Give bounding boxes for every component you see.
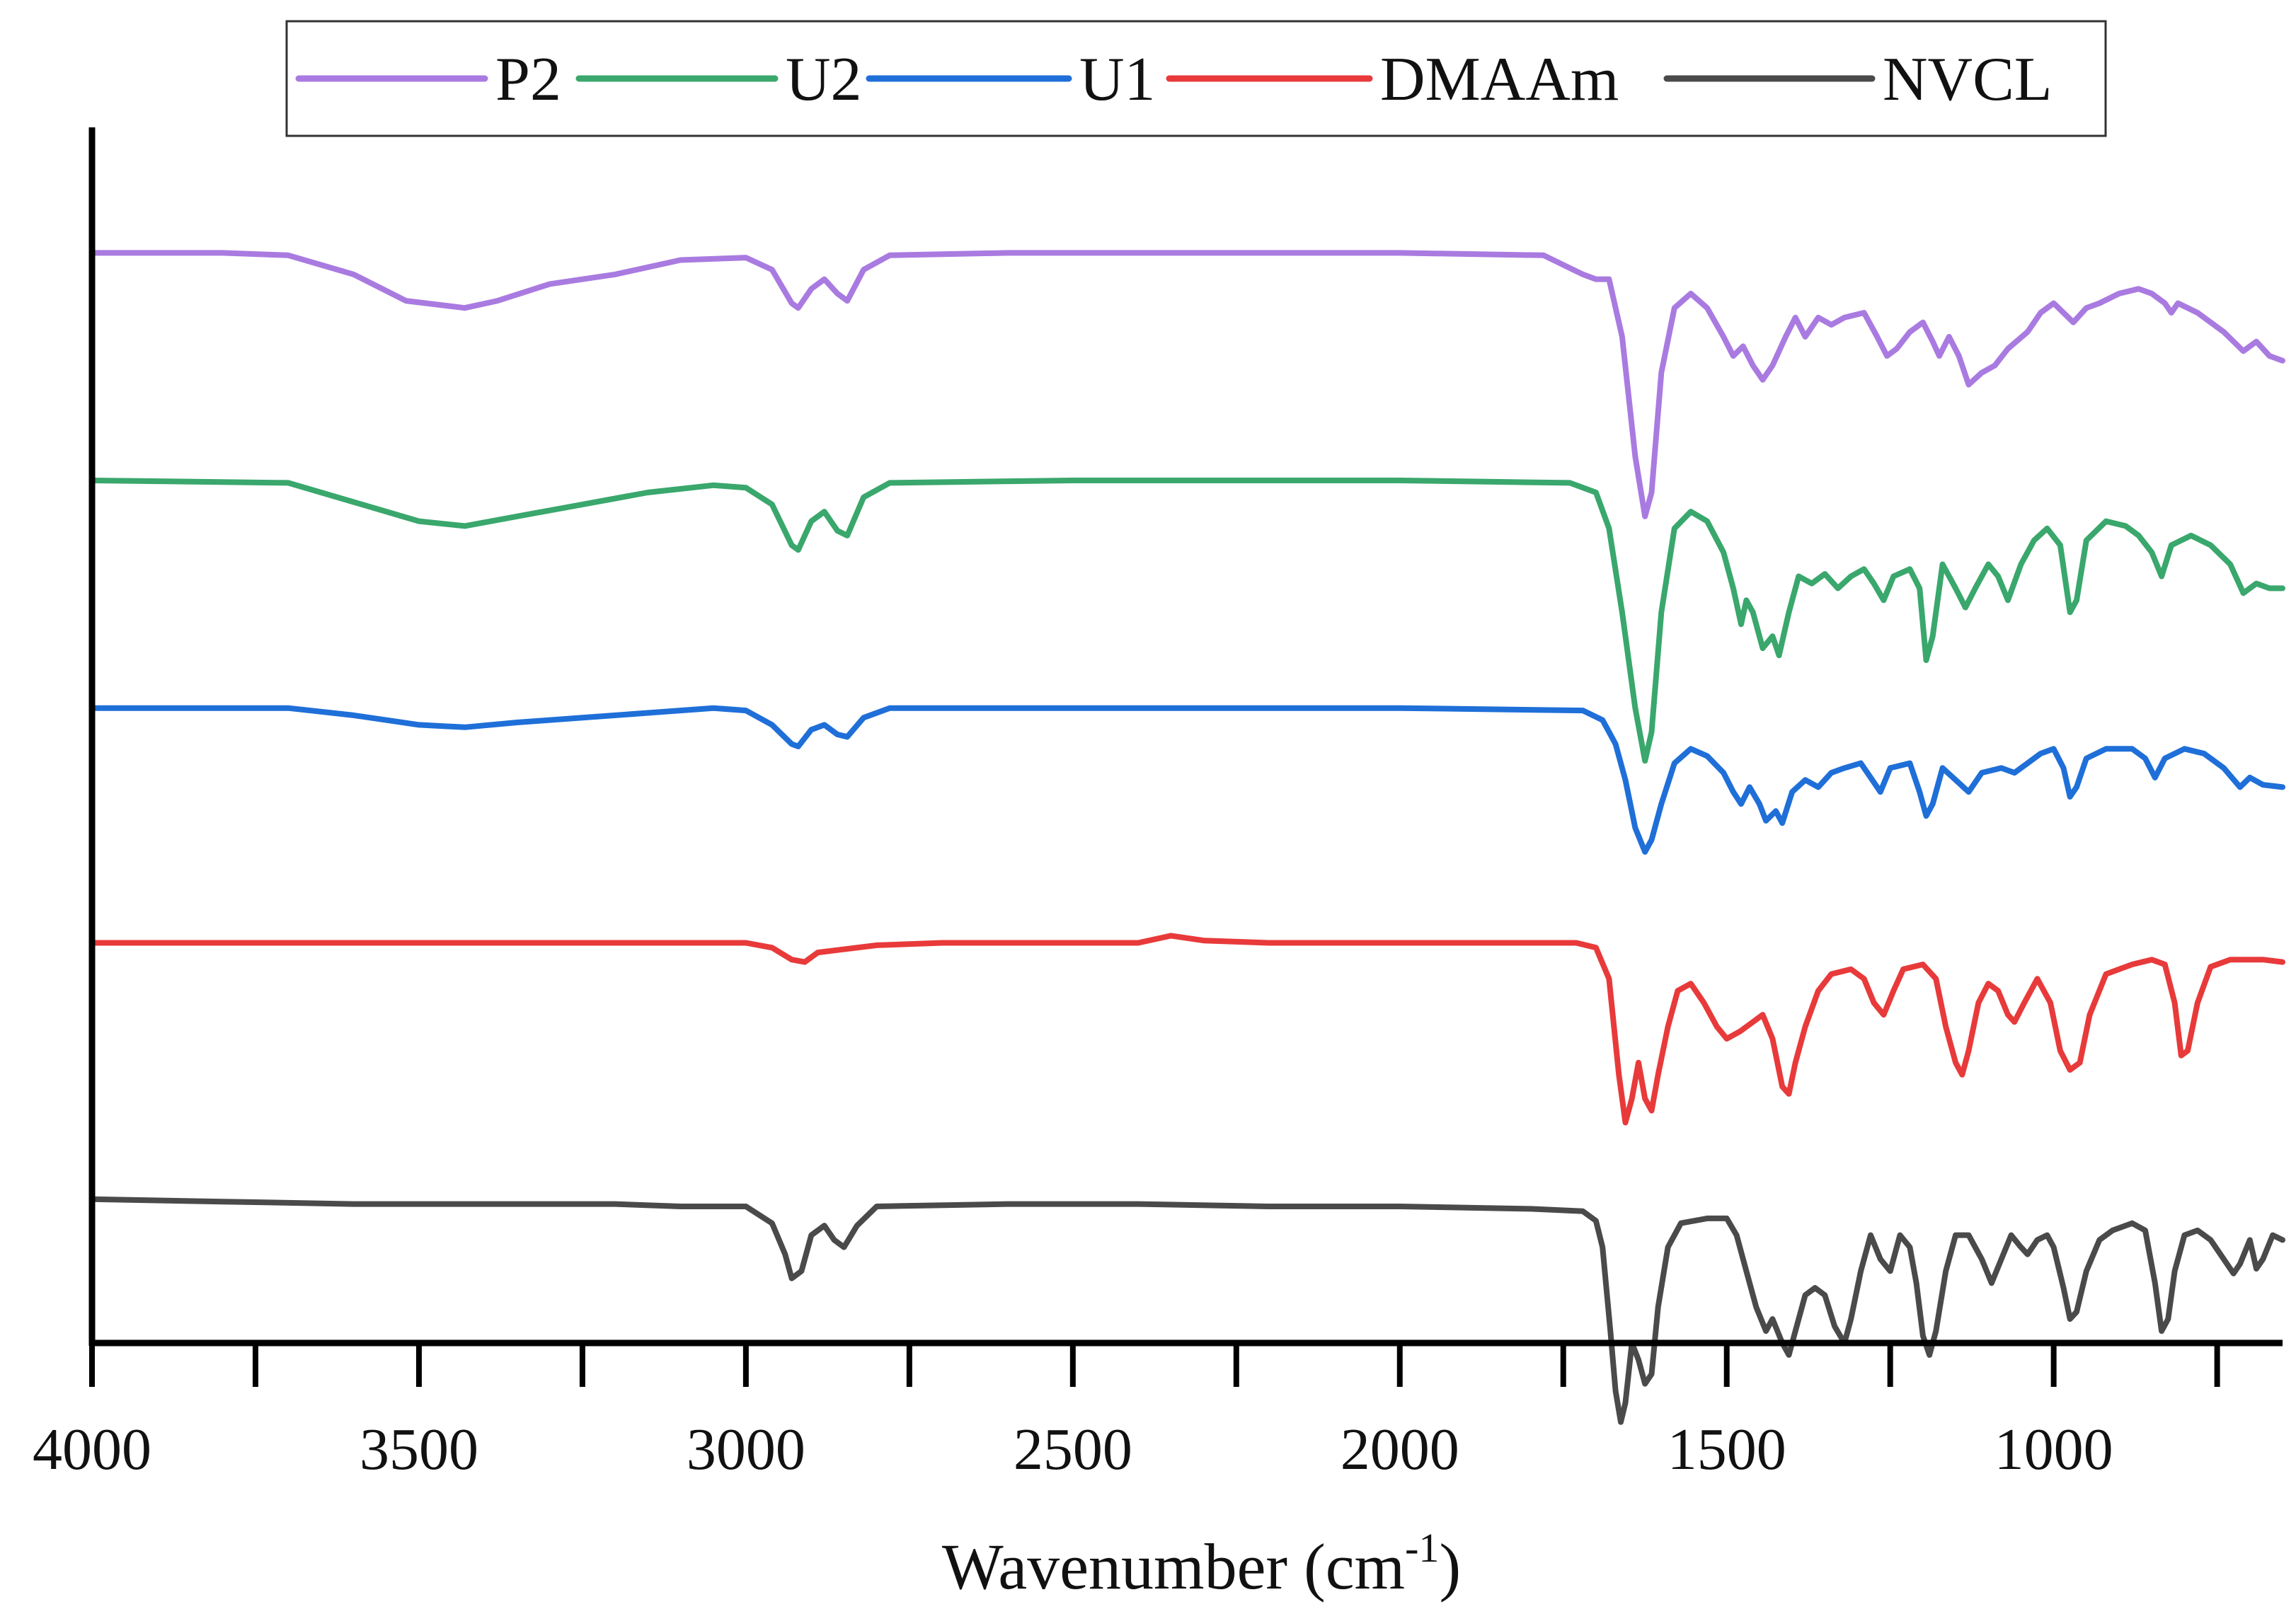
axes: [88, 127, 2283, 1387]
series-line-dmaam: [89, 933, 2285, 1126]
x-tick-label-2000: 2000: [1341, 1417, 1459, 1482]
series-line-p2: [89, 250, 2285, 519]
x-axis-title-main: Wavenumber (cm: [942, 1531, 1405, 1603]
legend-label-dmaam: DMAAm: [1380, 45, 1619, 114]
legend-label-u2: U2: [786, 45, 862, 114]
legend: P2 U2 U1 DMAAm NVCL: [285, 20, 2107, 137]
x-axis-title-sup: -1: [1405, 1525, 1439, 1571]
plot-series: [89, 250, 2285, 1425]
x-tick-label-2500: 2500: [1014, 1417, 1132, 1482]
series-line-nvcl: [89, 1196, 2285, 1425]
legend-label-nvcl: NVCL: [1883, 45, 2053, 114]
x-tick-label-1000: 1000: [1994, 1417, 2113, 1482]
x-tick-label-1500: 1500: [1668, 1417, 1786, 1482]
x-tick-labels: 4000 3500 3000 2500 2000 1500 1000: [33, 1417, 2113, 1482]
x-axis-title: Wavenumber (cm-1): [942, 1525, 1461, 1603]
series-line-u1: [89, 705, 2285, 855]
legend-label-u1: U1: [1079, 45, 1156, 114]
legend-label-p2: P2: [495, 45, 561, 114]
x-axis-title-tail: ): [1439, 1531, 1461, 1603]
series-line-u2: [89, 478, 2285, 764]
x-tick-label-3000: 3000: [687, 1417, 805, 1482]
x-tick-label-3500: 3500: [360, 1417, 478, 1482]
x-tick-label-4000: 4000: [33, 1417, 151, 1482]
